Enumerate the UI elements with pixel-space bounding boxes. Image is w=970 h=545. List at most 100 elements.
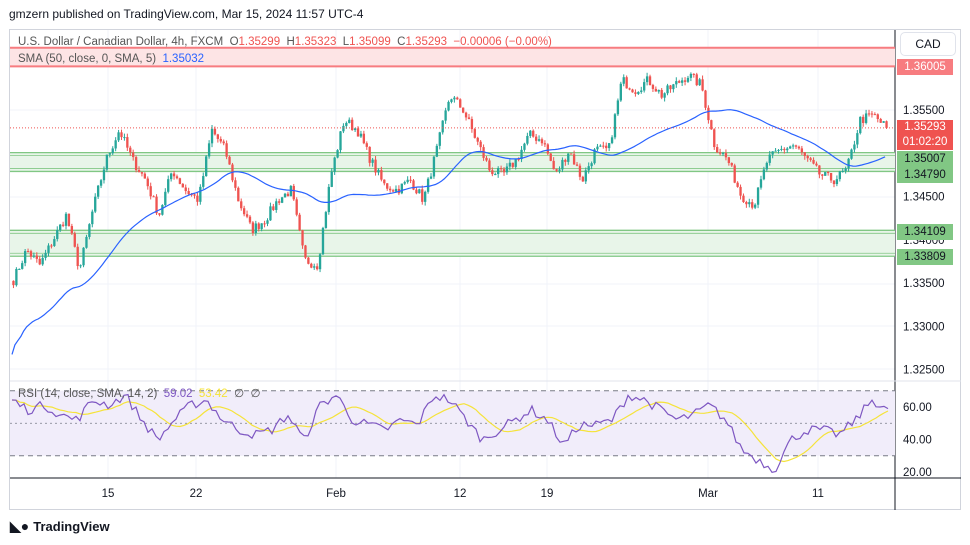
- rsi-tick: 40.00: [903, 435, 932, 447]
- candle-body: [555, 169, 558, 171]
- sma-value: 1.35032: [162, 53, 205, 65]
- candle-body: [850, 149, 853, 159]
- bar-countdown: 01:02:20: [902, 136, 948, 148]
- candle-body: [18, 268, 21, 270]
- low-value: 1.35099: [349, 36, 391, 48]
- price-tick: 1.35500: [903, 105, 945, 117]
- tradingview-icon: ◣●: [10, 518, 30, 534]
- candle-body: [152, 196, 155, 198]
- candle-body: [193, 194, 196, 196]
- candle-body: [698, 79, 701, 86]
- candle-body: [742, 195, 745, 203]
- candle-body: [511, 162, 514, 167]
- rsi-legend[interactable]: RSI (14, close, SMA, 14, 2) 59.02 53.42 …: [18, 386, 261, 400]
- zone-1: [10, 152, 895, 172]
- candle-body: [202, 176, 205, 187]
- candle-body: [832, 180, 836, 185]
- candle-body: [505, 166, 509, 173]
- candle-body: [210, 128, 214, 144]
- high-label: H: [286, 36, 295, 48]
- currency-button[interactable]: CAD: [900, 32, 956, 56]
- candle-body: [637, 91, 640, 94]
- candle-body: [549, 153, 552, 161]
- candle-body: [275, 201, 278, 210]
- brand-name: TradingView: [33, 519, 110, 534]
- candle-body: [120, 132, 123, 138]
- candle-body: [383, 179, 386, 184]
- candle-body: [534, 136, 538, 141]
- candle-body: [216, 134, 220, 139]
- candle-body: [342, 125, 345, 132]
- candle-body: [733, 165, 736, 183]
- candle-body: [386, 183, 389, 189]
- candle-body: [324, 212, 328, 228]
- candle-body: [581, 176, 585, 182]
- candle-body: [41, 257, 44, 265]
- candle-body: [429, 176, 433, 179]
- candle-body: [348, 119, 351, 123]
- candle-body: [622, 77, 625, 84]
- candle-body: [187, 191, 190, 195]
- candle-body: [240, 201, 243, 209]
- candle-body: [494, 174, 497, 176]
- candle-body: [616, 100, 620, 115]
- rsi-tick: 60.00: [903, 402, 932, 414]
- candle-body: [467, 117, 471, 120]
- candle-body: [146, 178, 149, 187]
- candle-body: [520, 149, 523, 160]
- candle-body: [15, 268, 18, 286]
- candle-body: [175, 176, 179, 179]
- candle-body: [32, 255, 36, 257]
- candle-body: [380, 169, 383, 180]
- candle-body: [476, 137, 479, 142]
- candle-body: [599, 145, 602, 147]
- candle-body: [657, 89, 660, 92]
- candle-body: [753, 204, 757, 208]
- candle-body: [248, 216, 252, 223]
- candle-body: [114, 140, 117, 149]
- tradingview-logo[interactable]: ◣● TradingView: [10, 518, 110, 535]
- candle-body: [806, 155, 809, 159]
- candle-body: [605, 145, 608, 149]
- candle-body: [362, 133, 366, 144]
- candle-body: [768, 154, 771, 163]
- candle-body: [257, 223, 260, 229]
- sma-legend[interactable]: SMA (50, close, 0, SMA, 5) 1.35032: [18, 53, 204, 65]
- candle-body: [762, 169, 766, 180]
- open-label: O: [229, 36, 239, 48]
- candle-body: [879, 118, 882, 123]
- candle-body: [371, 159, 374, 163]
- candle-body: [578, 165, 582, 177]
- candle-body: [421, 189, 424, 202]
- candle-body: [441, 120, 444, 133]
- candle-body: [368, 146, 371, 163]
- candle-body: [94, 196, 97, 212]
- candle-body: [497, 168, 500, 175]
- candle-body: [82, 247, 85, 266]
- candle-body: [552, 160, 555, 170]
- rsi-na-2: ∅: [250, 388, 261, 400]
- candle-body: [564, 159, 567, 162]
- candle-body: [479, 141, 482, 148]
- candle-body: [704, 90, 707, 108]
- candle-body: [675, 81, 678, 85]
- candle-body: [532, 130, 535, 137]
- candle-body: [330, 171, 333, 187]
- candle-body: [619, 83, 622, 101]
- candle-body: [213, 128, 217, 135]
- candle-body: [304, 245, 307, 258]
- candle-body: [572, 154, 576, 165]
- candle-body: [838, 171, 841, 180]
- rsi-label: RSI (14, close, SMA, 14, 2): [18, 388, 158, 400]
- candle-body: [859, 116, 862, 134]
- high-value: 1.35323: [294, 36, 337, 48]
- candle-body: [730, 163, 733, 166]
- candle-body: [143, 173, 147, 179]
- candle-body: [607, 143, 611, 149]
- zone-0: [10, 47, 895, 67]
- candle-body: [158, 213, 161, 215]
- candle-body: [96, 185, 100, 197]
- candle-body: [44, 252, 47, 258]
- candle-body: [669, 85, 672, 90]
